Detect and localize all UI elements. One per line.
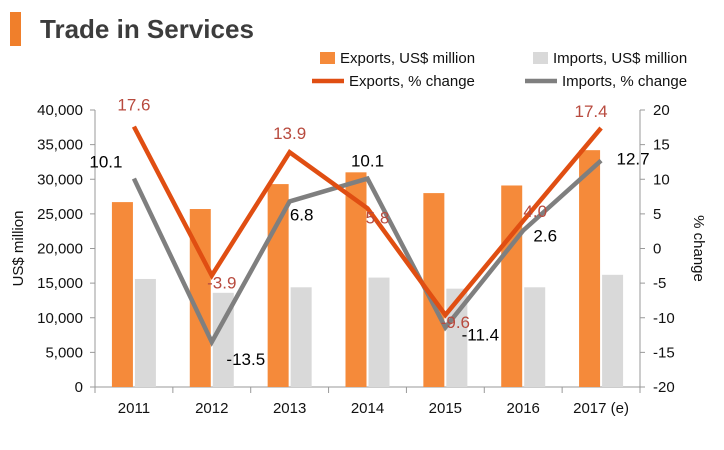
x-tick-label: 2014 <box>351 400 384 417</box>
imports-change-label: -11.4 <box>462 325 500 344</box>
imports-change-label: 10.1 <box>89 153 122 172</box>
legend-swatch <box>320 52 335 64</box>
exports-bar <box>579 150 601 387</box>
y-left-axis-title: US$ million <box>10 211 27 287</box>
x-tick-label: 2016 <box>507 400 540 417</box>
exports-bar <box>189 209 211 387</box>
exports-change-label: 13.9 <box>273 124 306 143</box>
y-left-tick-label: 20,000 <box>37 241 83 258</box>
y-left-tick-label: 15,000 <box>37 275 83 292</box>
exports-change-label: 5.8 <box>366 208 390 227</box>
y-right-tick-label: 20 <box>653 102 670 119</box>
y-right-tick-label: 5 <box>653 206 661 223</box>
title-accent-bar <box>10 12 21 46</box>
exports-bar <box>111 202 133 387</box>
y-right-tick-label: 10 <box>653 171 670 188</box>
y-right-tick-label: 15 <box>653 137 670 154</box>
imports-bar <box>368 277 390 387</box>
legend-label: Imports, US$ million <box>553 50 687 67</box>
y-left-tick-label: 10,000 <box>37 310 83 327</box>
exports-change-label: 17.6 <box>117 96 150 115</box>
exports-bar <box>267 184 289 387</box>
y-left-tick-label: 35,000 <box>37 137 83 154</box>
legend-label: Imports, % change <box>562 73 687 90</box>
imports-bar <box>290 287 312 387</box>
exports-change-label: 17.4 <box>575 102 608 121</box>
y-left-tick-label: 40,000 <box>37 102 83 119</box>
exports-change-label: -3.9 <box>207 274 236 293</box>
y-right-tick-label: -10 <box>653 310 675 327</box>
imports-change-label: 12.7 <box>617 150 650 169</box>
legend-label: Exports, % change <box>349 73 475 90</box>
legend-swatch <box>533 52 548 64</box>
imports-change-label: -13.5 <box>226 350 265 369</box>
exports-change-label: -9.6 <box>441 313 470 332</box>
imports-bar <box>134 278 156 387</box>
y-right-tick-label: -5 <box>653 275 666 292</box>
y-right-tick-label: -20 <box>653 379 675 396</box>
y-right-axis-title: % change <box>690 215 707 282</box>
imports-bar <box>446 288 468 387</box>
imports-change-label: 6.8 <box>290 205 314 224</box>
page-title: Trade in Services <box>40 14 254 44</box>
x-tick-label: 2011 <box>118 400 150 417</box>
legend-label: Exports, US$ million <box>340 50 475 67</box>
exports-change-line <box>131 125 603 319</box>
imports-change-label: 2.6 <box>533 226 557 245</box>
exports-bar <box>423 193 445 387</box>
exports-change-label: 4.0 <box>523 202 547 221</box>
y-left-tick-label: 25,000 <box>37 206 83 223</box>
x-tick-label: 2012 <box>195 400 228 417</box>
y-left-tick-label: 5,000 <box>45 344 83 361</box>
imports-change-line <box>131 158 603 347</box>
x-tick-label: 2015 <box>429 400 462 417</box>
exports-bar <box>501 185 523 387</box>
exports-bar <box>345 172 367 387</box>
y-right-tick-label: -15 <box>653 344 675 361</box>
x-tick-label: 2013 <box>273 400 306 417</box>
y-right-tick-label: 0 <box>653 241 661 258</box>
y-left-tick-label: 30,000 <box>37 171 83 188</box>
y-left-tick-label: 0 <box>75 379 83 396</box>
imports-bar <box>524 287 546 387</box>
x-tick-label: 2017 (e) <box>573 400 629 417</box>
imports-change-label: 10.1 <box>351 152 384 171</box>
imports-bar <box>602 274 624 387</box>
